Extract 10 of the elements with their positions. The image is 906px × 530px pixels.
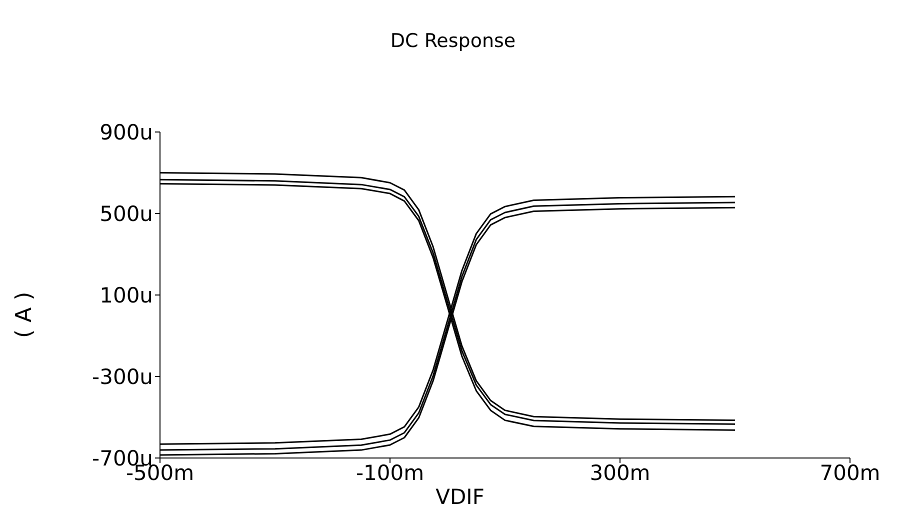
y-tick-label: 500u bbox=[100, 202, 153, 226]
x-axis-title: VDIF bbox=[434, 485, 486, 509]
y-tick-label: 100u bbox=[100, 283, 153, 308]
y-tick-label: 900u bbox=[100, 120, 153, 144]
y-axis-title: ( A ) bbox=[12, 292, 37, 338]
x-tick-label: 700m bbox=[820, 460, 880, 485]
x-tick-label: 300m bbox=[590, 460, 650, 485]
x-tick-label: -100m bbox=[356, 460, 424, 485]
y-tick-label: -300u bbox=[92, 364, 153, 389]
chart-title: DC Response bbox=[389, 30, 517, 52]
